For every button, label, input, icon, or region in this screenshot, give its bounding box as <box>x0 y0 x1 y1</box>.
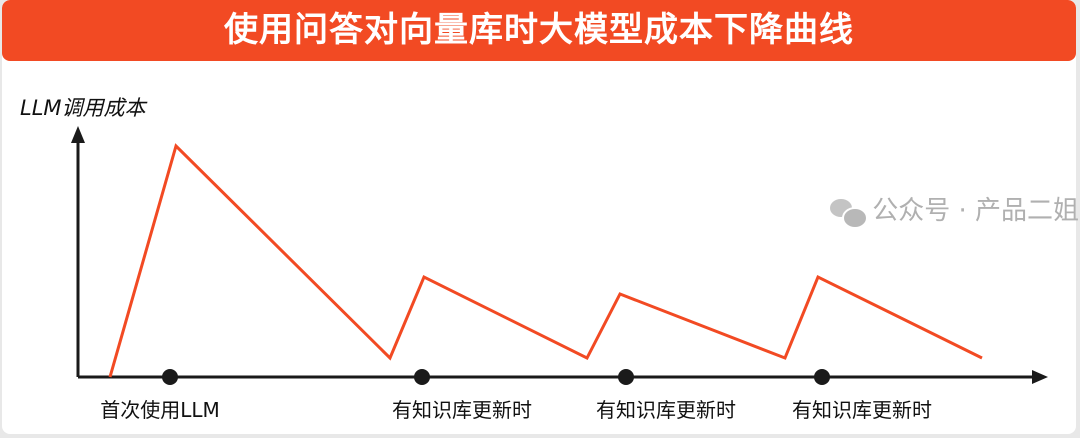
watermark: 公众号 · 产品二姐 <box>830 190 1080 229</box>
diagram-title: 使用问答对向量库时大模型成本下降曲线 <box>224 10 854 50</box>
x-axis-marker-4 <box>814 369 830 385</box>
y-axis-arrow <box>71 126 85 143</box>
cost-curve <box>108 143 983 378</box>
x-label-first-use: 首次使用LLM <box>100 398 220 422</box>
wechat-icon <box>830 198 868 229</box>
x-label-update-1: 有知识库更新时 <box>392 398 532 422</box>
x-label-update-3: 有知识库更新时 <box>792 398 932 422</box>
x-axis-marker-3 <box>618 369 634 385</box>
watermark-text: 公众号 · 产品二姐 <box>872 196 1080 226</box>
x-axis-marker-1 <box>162 369 178 385</box>
x-axis-arrow <box>1032 370 1048 384</box>
x-axis-marker-2 <box>414 369 430 385</box>
y-axis-label: LLM调用成本 <box>20 96 146 120</box>
title-banner: 使用问答对向量库时大模型成本下降曲线 <box>2 0 1076 61</box>
x-label-update-2: 有知识库更新时 <box>596 398 736 422</box>
